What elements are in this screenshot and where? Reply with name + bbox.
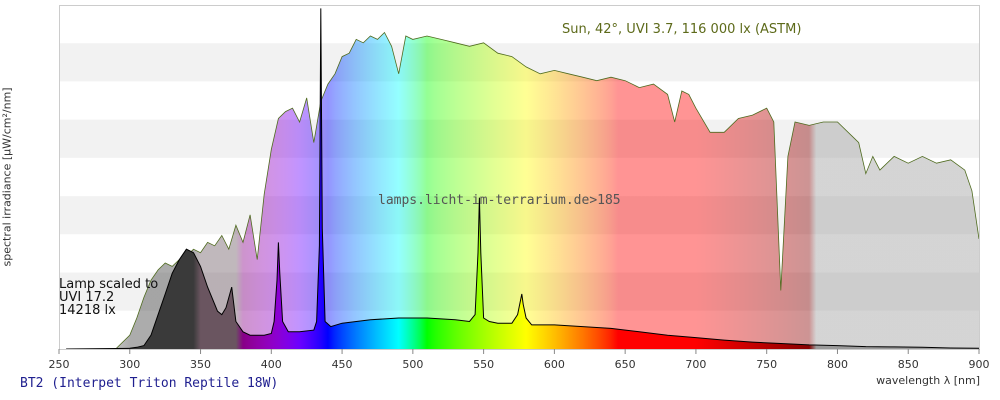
sun-spectrum-line — [115, 31, 980, 350]
x-tick-label: 550 — [473, 358, 494, 371]
plot-frame — [59, 5, 980, 350]
x-tick-label: 600 — [544, 358, 565, 371]
x-tick-label: 450 — [332, 358, 353, 371]
x-tick-label: 400 — [261, 358, 282, 371]
x-axis-label: wavelength λ [nm] — [876, 374, 980, 387]
lamp-caption: BT2 (Interpet Triton Reptile 18W) — [20, 376, 279, 391]
x-tick-label: 900 — [969, 358, 990, 371]
x-tick-label: 850 — [898, 358, 919, 371]
x-tick-label: 750 — [756, 358, 777, 371]
x-tick-label: 700 — [685, 358, 706, 371]
x-tick-label: 650 — [615, 358, 636, 371]
lamp-spectrum-line — [66, 8, 980, 350]
grid-band — [59, 5, 979, 44]
y-axis-label: spectral irradiance [µW/cm²/nm] — [0, 87, 14, 267]
x-tick-label: 250 — [49, 358, 70, 371]
lamp-note-line-2: UVI 17.2 — [59, 290, 115, 305]
lamp-scaling-note: Lamp scaled to UVI 17.2 14218 lx — [59, 278, 158, 317]
lamp-note-line-1: Lamp scaled to — [59, 277, 159, 292]
lamp-note-line-3: 14218 lx — [59, 303, 116, 318]
x-tick-label: 800 — [827, 358, 848, 371]
x-tick-label: 500 — [402, 358, 423, 371]
x-tick-label: 300 — [119, 358, 140, 371]
sun-series-label: Sun, 42°, UVI 3.7, 116 000 lx (ASTM) — [562, 22, 802, 37]
x-axis: 250 300 350 400 450 500 550 600 650 700 750 800 850 9… — [49, 349, 990, 371]
watermark-text: lamps.licht-im-terrarium.de>185 — [378, 193, 621, 208]
x-tick-label: 350 — [190, 358, 211, 371]
